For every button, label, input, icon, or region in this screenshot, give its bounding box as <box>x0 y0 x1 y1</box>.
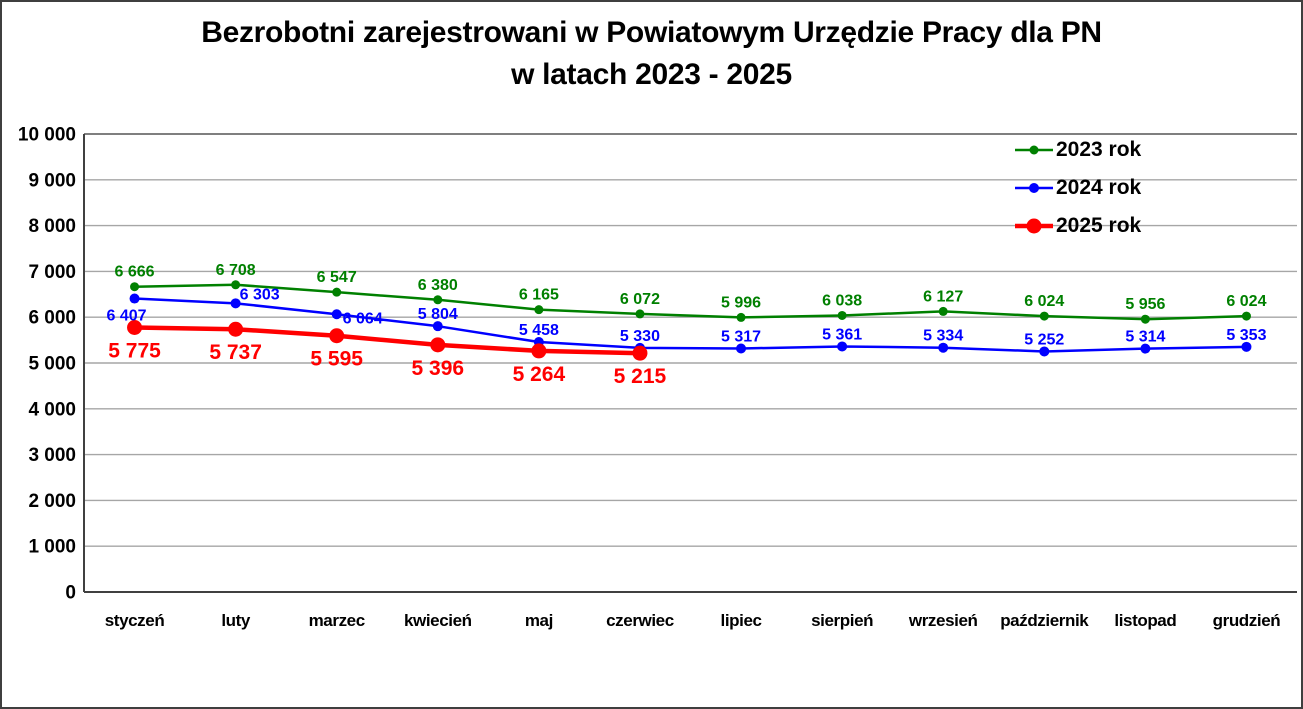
legend-label-2024: 2024 rok <box>1056 176 1142 199</box>
data-point <box>432 321 443 332</box>
y-axis-tick-label: 4 000 <box>28 399 76 420</box>
data-point <box>433 295 443 305</box>
legend-label-2023: 2023 rok <box>1056 138 1142 161</box>
data-label: 5 215 <box>614 365 667 388</box>
data-point <box>736 343 747 354</box>
legend-label-2025: 2025 rok <box>1056 214 1142 237</box>
data-point <box>736 312 746 322</box>
series-line-2025-rok <box>134 325 641 356</box>
chart-title: Bezrobotni zarejestrowani w Powiatowym U… <box>2 12 1301 96</box>
x-axis-tick-label: grudzień <box>1213 611 1281 630</box>
data-label: 5 317 <box>721 328 761 345</box>
x-axis-tick-label: styczeń <box>105 611 165 630</box>
data-label: 5 996 <box>721 294 761 311</box>
series-line-2024-rok <box>134 297 1247 353</box>
data-point <box>430 337 446 353</box>
data-label: 6 024 <box>1226 293 1266 310</box>
y-axis-tick-label: 5 000 <box>28 354 76 375</box>
data-label: 6 064 <box>343 310 383 327</box>
chart-title-line2: w latach 2023 - 2025 <box>511 58 792 91</box>
y-axis-tick-label: 6 000 <box>28 308 76 329</box>
data-point <box>331 309 342 320</box>
data-label: 5 956 <box>1125 296 1165 313</box>
data-point <box>938 342 949 353</box>
y-axis-tick-label: 0 <box>65 583 76 604</box>
legend-marker-2025-icon <box>1014 216 1054 236</box>
data-label: 6 072 <box>620 291 660 308</box>
y-axis-tick-label: 2 000 <box>28 491 76 512</box>
data-label: 5 334 <box>923 328 963 345</box>
data-point <box>1140 343 1151 354</box>
data-label: 6 303 <box>240 286 280 303</box>
data-label: 5 314 <box>1125 329 1165 346</box>
x-axis-tick-label: maj <box>525 611 553 630</box>
x-axis-tick-label: kwiecień <box>404 611 472 630</box>
data-label: 6 024 <box>1024 293 1064 310</box>
data-label: 5 458 <box>519 322 559 339</box>
data-point <box>938 306 948 316</box>
x-axis-tick-label: październik <box>1000 611 1089 630</box>
data-point <box>837 310 847 320</box>
data-point <box>228 321 244 337</box>
data-point <box>329 328 345 344</box>
y-axis-tick-label: 10 000 <box>18 125 76 146</box>
data-point <box>231 280 241 290</box>
data-point <box>635 309 645 319</box>
x-axis-tick-label: luty <box>221 611 251 630</box>
x-axis-tick-label: listopad <box>1114 611 1176 630</box>
data-label: 5 595 <box>310 348 363 371</box>
legend-entry-2023: 2023 rok <box>1014 131 1141 169</box>
data-label: 5 330 <box>620 328 660 345</box>
data-label: 5 804 <box>418 306 458 323</box>
data-point <box>129 293 140 304</box>
data-point <box>332 287 342 297</box>
x-axis-tick-label: marzec <box>309 611 365 630</box>
data-label: 6 127 <box>923 288 963 305</box>
legend: 2023 rok 2024 rok 2025 rok <box>1014 131 1141 245</box>
y-axis-tick-label: 3 000 <box>28 445 76 466</box>
x-axis-tick-label: sierpień <box>811 611 873 630</box>
data-point <box>130 282 140 292</box>
legend-entry-2024: 2024 rok <box>1014 169 1141 207</box>
data-label: 6 666 <box>115 264 155 281</box>
x-axis-tick-label: wrzesień <box>908 611 978 630</box>
x-axis-tick-label: lipiec <box>721 611 762 630</box>
data-point <box>534 305 544 315</box>
data-label: 5 737 <box>209 341 262 364</box>
data-label: 6 407 <box>107 308 147 325</box>
data-point <box>127 320 143 336</box>
data-label: 5 353 <box>1226 327 1266 344</box>
data-point <box>1241 311 1251 321</box>
data-label: 5 252 <box>1024 331 1064 348</box>
y-axis-tick-label: 8 000 <box>28 216 76 237</box>
legend-entry-2025: 2025 rok <box>1014 207 1141 245</box>
data-point <box>1241 341 1252 352</box>
data-label: 6 708 <box>216 262 256 279</box>
data-point <box>837 341 848 352</box>
data-label: 6 038 <box>822 292 862 309</box>
legend-marker-2024-icon <box>1014 178 1054 198</box>
data-label: 5 361 <box>822 326 862 343</box>
y-axis-tick-label: 9 000 <box>28 170 76 191</box>
data-label: 6 165 <box>519 287 559 304</box>
x-axis-tick-label: czerwiec <box>606 611 674 630</box>
data-label: 5 775 <box>108 340 161 363</box>
data-point <box>1039 311 1049 321</box>
data-label: 5 396 <box>412 357 465 380</box>
data-label: 5 264 <box>513 363 566 386</box>
chart-title-line1: Bezrobotni zarejestrowani w Powiatowym U… <box>201 16 1102 49</box>
legend-marker-2023-icon <box>1014 140 1054 160</box>
data-point <box>1039 346 1050 357</box>
y-axis-tick-label: 1 000 <box>28 537 76 558</box>
data-point <box>531 343 547 359</box>
series-line-2023-rok <box>134 283 1247 321</box>
y-axis-tick-label: 7 000 <box>28 262 76 283</box>
data-point <box>230 298 241 309</box>
data-point <box>632 345 648 361</box>
data-label: 6 380 <box>418 277 458 294</box>
data-point <box>1140 314 1150 324</box>
data-label: 6 547 <box>317 269 357 286</box>
